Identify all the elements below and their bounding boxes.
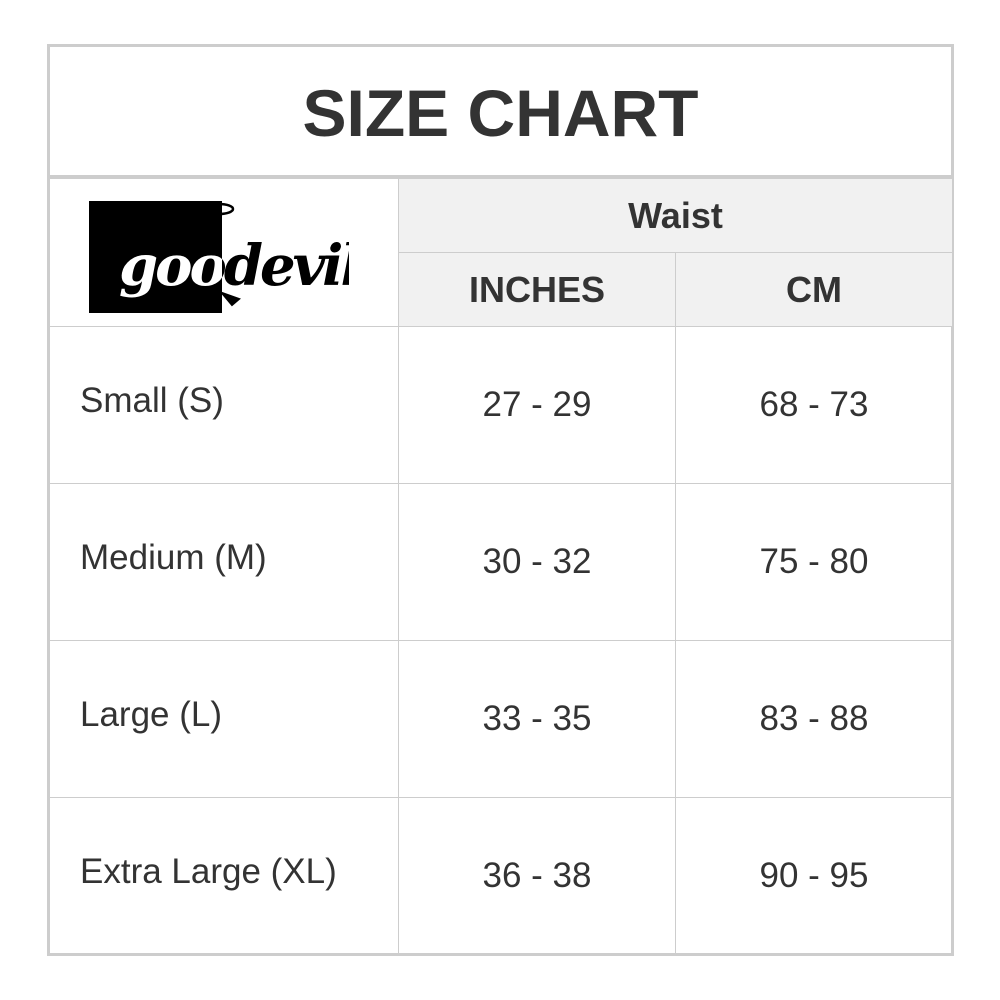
brand-logo: goodevil [48,178,399,327]
size-label: Extra Large (XL) [48,797,399,955]
cm-value: 75 - 80 [675,483,953,641]
inches-header: INCHES [398,252,676,327]
cm-value: 90 - 95 [675,797,953,955]
inches-value: 30 - 32 [398,483,676,641]
chart-title: SIZE CHART [48,45,953,178]
cm-value: 68 - 73 [675,326,953,484]
size-label: Small (S) [48,326,399,484]
cm-header: CM [675,252,953,327]
goodevil-logo-icon: goodevil [88,200,349,313]
waist-header: Waist [398,178,953,253]
cm-value: 83 - 88 [675,640,953,798]
inches-value: 36 - 38 [398,797,676,955]
brand-name: goodevil [119,233,349,299]
size-label: Medium (M) [48,483,399,641]
size-label: Large (L) [48,640,399,798]
inches-value: 33 - 35 [398,640,676,798]
inches-value: 27 - 29 [398,326,676,484]
